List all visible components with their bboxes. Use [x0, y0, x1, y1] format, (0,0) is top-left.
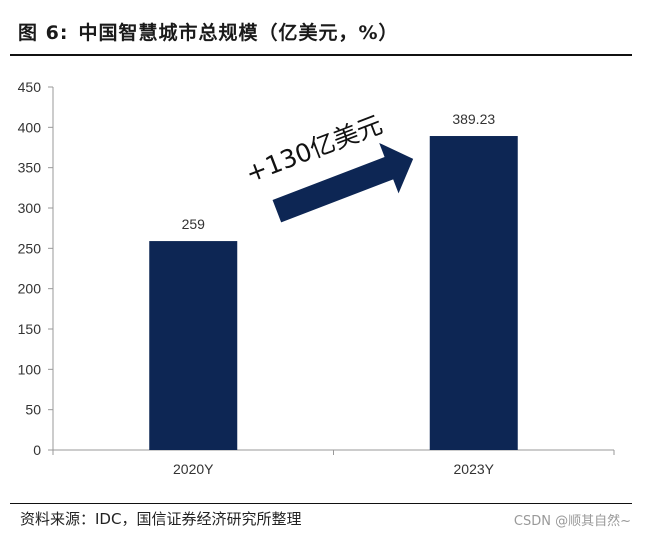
growth-arrow — [272, 142, 414, 223]
growth-annotation — [272, 142, 414, 223]
source-rule — [10, 503, 632, 504]
y-tick-label: 400 — [18, 119, 42, 135]
y-tick-label: 250 — [18, 240, 42, 256]
y-tick-label: 50 — [25, 402, 41, 418]
figure-title: 图 6: 中国智慧城市总规模（亿美元，%） — [18, 18, 398, 45]
bar-2020Y — [149, 241, 238, 450]
x-axis: 2020Y 2023Y — [52, 449, 615, 477]
data-label-2023Y: 389.23 — [452, 111, 495, 127]
title-rule — [10, 54, 632, 56]
y-tick-label: 450 — [18, 79, 42, 95]
y-tick-label: 200 — [18, 281, 42, 297]
y-tick-label: 100 — [18, 361, 42, 377]
data-label-2020Y: 259 — [182, 216, 206, 232]
x-tick-label: 2023Y — [454, 461, 495, 477]
source-note: 资料来源：IDC，国信证券经济研究所整理 — [20, 510, 302, 528]
y-axis: 0 50 100 150 200 250 300 350 400 450 — [18, 79, 54, 458]
y-tick-label: 0 — [33, 442, 41, 458]
y-tick-label: 350 — [18, 160, 42, 176]
y-tick-label: 300 — [18, 200, 42, 216]
data-labels: 259 389.23 — [182, 111, 496, 232]
watermark: CSDN @顺其自然~ — [513, 514, 631, 529]
bar-series — [149, 136, 518, 451]
y-tick-label: 150 — [18, 321, 42, 337]
x-tick-label: 2020Y — [173, 461, 214, 477]
figure-number: 图 6: — [18, 22, 69, 44]
bar-2023Y — [429, 136, 518, 451]
figure-title-text: 中国智慧城市总规模（亿美元，%） — [78, 22, 399, 44]
